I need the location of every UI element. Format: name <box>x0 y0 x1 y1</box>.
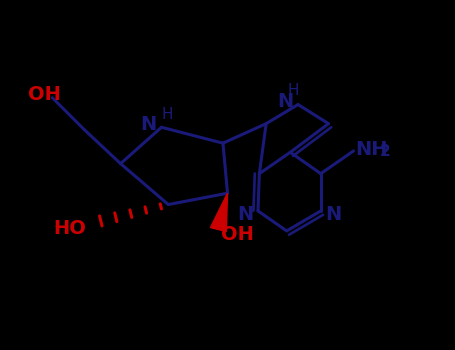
Text: OH: OH <box>221 225 254 245</box>
Text: N: N <box>237 205 253 224</box>
Text: N: N <box>141 115 157 134</box>
Text: H: H <box>161 107 173 122</box>
Text: H: H <box>288 83 299 98</box>
Text: NH: NH <box>355 140 388 159</box>
Text: N: N <box>277 92 293 111</box>
Polygon shape <box>211 193 228 232</box>
Text: AM: AM <box>370 147 372 148</box>
Text: N: N <box>325 205 342 224</box>
Text: OH: OH <box>28 85 61 104</box>
Text: 2: 2 <box>380 144 391 159</box>
Text: HO: HO <box>53 219 86 238</box>
